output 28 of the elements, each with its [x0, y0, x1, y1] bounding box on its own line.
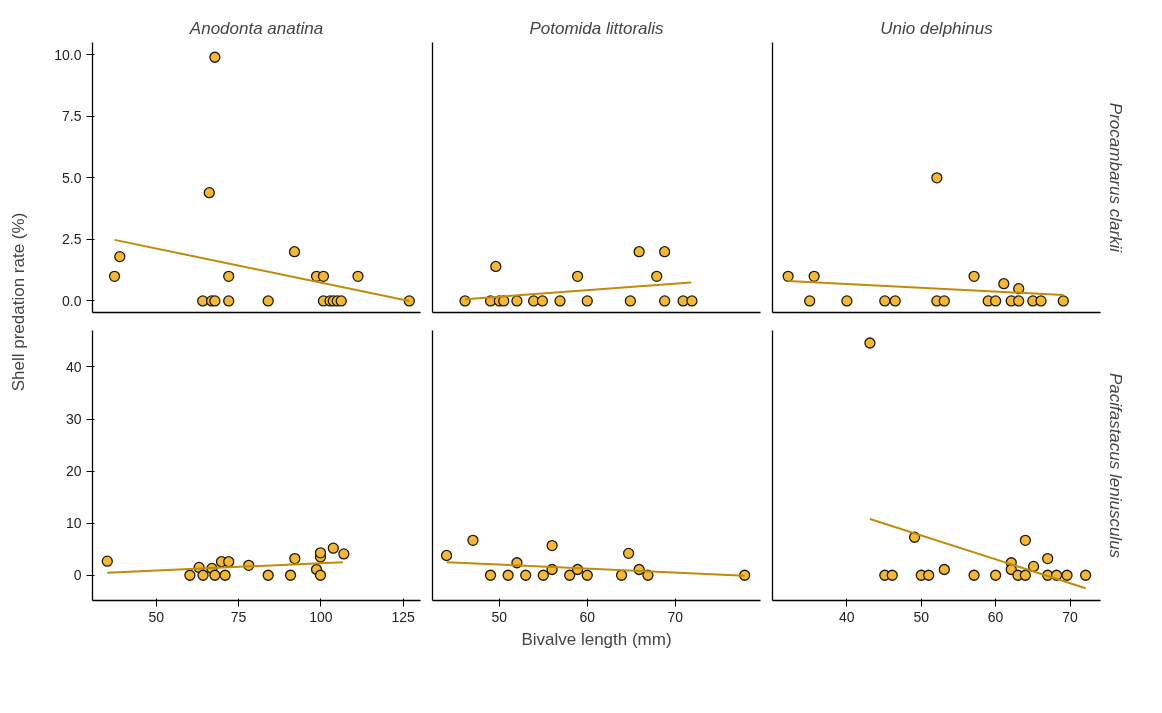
y2-axis-title: Procambarus clarkii	[1105, 102, 1125, 254]
y-tick-label: 10	[65, 515, 82, 532]
y-tick-label: 0	[73, 567, 82, 584]
y-tick-label: 10.0	[54, 46, 82, 63]
x-tick-label: 50	[148, 608, 165, 625]
x-tick-label: 50	[913, 608, 930, 625]
x-tick-label: 70	[1062, 608, 1079, 625]
y-tick-label: 20	[65, 463, 82, 480]
x-tick-label: 70	[667, 608, 684, 625]
y-tick-label: 0.0	[62, 292, 82, 309]
y-tick-label: 7.5	[62, 108, 82, 125]
x-tick-label: 60	[579, 608, 596, 625]
y-tick-label: 30	[65, 411, 82, 428]
y2-axis-title: Pacifastacus leniusculus	[1105, 372, 1125, 559]
chart-title: Potomida littoralis	[529, 18, 665, 38]
x-tick-label: 125	[391, 608, 415, 625]
y-axis-title: Shell predation rate (%)	[9, 212, 28, 392]
x-tick-label: 40	[839, 608, 855, 625]
y-tick-label: 2.5	[62, 231, 82, 248]
chart-title: Unio delphinus	[880, 18, 994, 38]
x-tick-label: 100	[309, 608, 333, 625]
x-tick-label: 60	[987, 608, 1004, 625]
y-tick-label: 40	[65, 358, 82, 375]
x-tick-label: 50	[491, 608, 508, 625]
chart-title: Anodonta anatina	[188, 18, 324, 38]
x-tick-label: 75	[230, 608, 247, 625]
x-axis-title: Bivalve length (mm)	[521, 629, 672, 649]
y-tick-label: 5.0	[62, 169, 82, 186]
